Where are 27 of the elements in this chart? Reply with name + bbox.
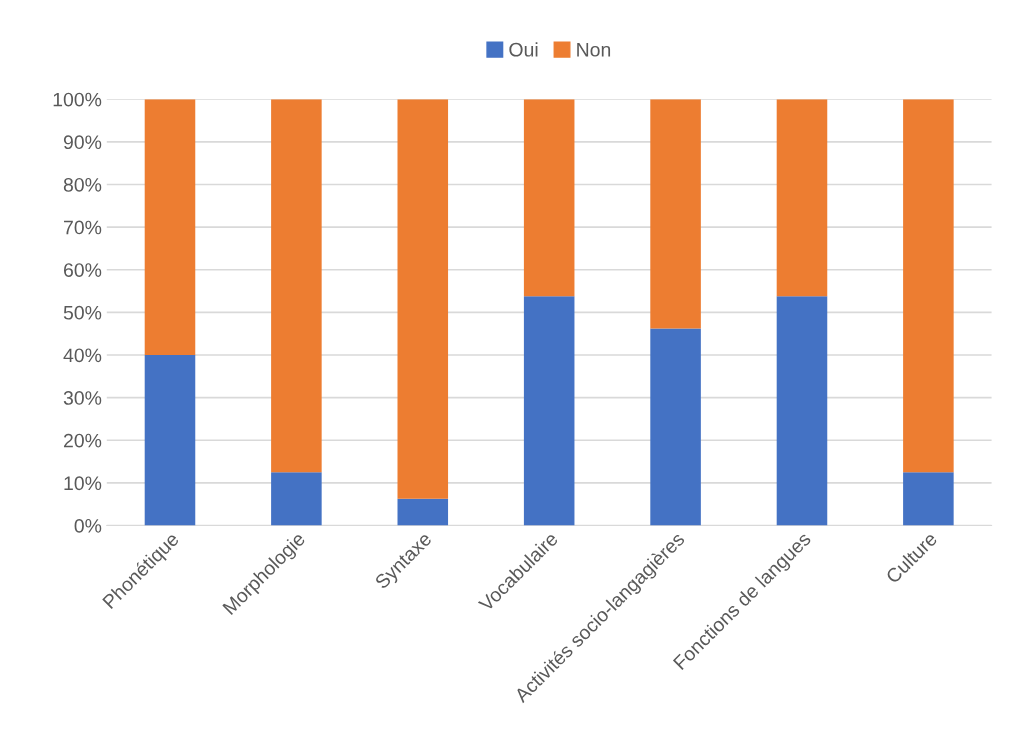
y-tick-label: 90% [63,135,102,150]
y-tick-label: 80% [63,177,102,192]
bar [776,99,828,297]
y-tick-label: 70% [64,220,102,235]
legend-label: Non [577,43,611,57]
bar [271,99,322,473]
y-tick-label: 50% [63,305,102,320]
bar [144,99,196,355]
y-tick-label: 20% [63,433,102,448]
y-tick-label: 60% [64,263,102,277]
y-tick-label: 100% [53,92,102,107]
bar [397,498,449,526]
bar [397,99,449,499]
bar [776,296,828,526]
legend-label: Oui [509,42,538,57]
bar [144,355,196,526]
y-tick-label: 0% [74,518,102,533]
y-tick-label: 10% [64,476,102,491]
bar [271,472,322,526]
bar [650,328,701,526]
bar [903,472,954,526]
bar [523,296,575,526]
bar [903,99,954,473]
y-tick-label: 40% [63,348,102,363]
bar [650,99,701,329]
y-tick-label: 30% [63,391,102,405]
bar [523,99,575,297]
